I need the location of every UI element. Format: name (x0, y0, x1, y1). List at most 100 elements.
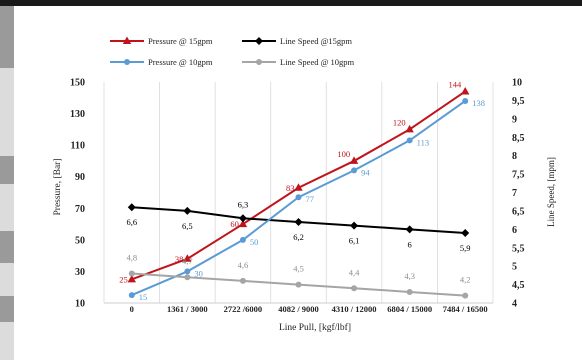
triangle-point-marker (183, 254, 192, 262)
series-group: 15 30 50 77 94 113 138 (128, 97, 485, 302)
data-label: 113 (417, 137, 429, 147)
y2-tick-label: 5,5 (512, 243, 525, 254)
circle-point-marker (124, 59, 130, 65)
circle-point-marker (239, 277, 246, 284)
series-group: 4,8 4,7 4,6 4,5 4,4 4,3 4,2 (126, 253, 471, 299)
y2-tick-label: 9 (512, 114, 517, 125)
data-label: 4,7 (182, 256, 193, 266)
circle-point-marker (128, 270, 135, 277)
x-tick-label: 4310 / 12000 (332, 304, 377, 314)
x-axis-label: Line Pull, [kgf/lbf] (279, 322, 351, 333)
data-label: 5,9 (460, 243, 471, 253)
triangle-point-marker (294, 183, 303, 191)
legend: Pressure @ 15gpm Line Speed @15gpm Pressur… (110, 36, 355, 67)
triangle-point-marker (238, 219, 248, 228)
triangle-point-marker (461, 86, 470, 95)
chart-panel: 10 30 50 70 90 110 130 150 4 4,5 5 5,5 6 6,5 7 7,5 8 8,5 9… (14, 6, 582, 360)
y2-tick-label: 9,5 (512, 96, 525, 107)
diamond-point-marker (238, 214, 247, 223)
diamond-point-marker (461, 229, 470, 238)
line-chart: 103050709011013015044,555,566,577,588,59… (53, 36, 556, 333)
y2-tick-label: 7 (512, 188, 517, 199)
y2-tick-label: 10 (512, 78, 522, 89)
x-tick-label: 2722 /6000 (224, 304, 263, 314)
diamond-point-marker (405, 225, 414, 234)
data-label: 144 (448, 79, 462, 89)
circle-point-marker (295, 194, 302, 201)
circle-point-marker (462, 292, 469, 299)
data-label: 4,3 (404, 271, 415, 281)
series-group: 25 38 60 83 100 120 144 (119, 79, 470, 284)
data-label: 6,3 (238, 199, 249, 209)
left-strip-block (0, 231, 14, 263)
data-label: 15 (139, 292, 148, 302)
data-label: 4,8 (126, 253, 137, 263)
legend-label: Pressure @ 15gpm (148, 36, 213, 46)
circle-point-marker (128, 292, 135, 299)
data-label: 100 (337, 149, 350, 159)
y2-tick-label: 7,5 (512, 170, 525, 181)
x-tick-label: 6804 / 15000 (387, 304, 432, 314)
series-group: 6,6 6,5 6,3 6,2 6,1 6 5,9 (126, 199, 470, 253)
circle-point-marker (239, 236, 246, 243)
legend-label: Line Speed @15gpm (280, 36, 352, 46)
circle-point-marker (184, 268, 191, 275)
data-label: 6,6 (126, 217, 137, 227)
y2-tick-label: 4,5 (512, 280, 525, 291)
triangle-point-marker (349, 156, 359, 164)
y-tick-label: 10 (75, 299, 85, 310)
y-tick-label: 30 (75, 267, 85, 278)
triangle-point-marker (405, 124, 414, 133)
data-label: 94 (361, 167, 370, 177)
gridlines (103, 82, 494, 303)
data-label: 120 (393, 117, 406, 127)
circle-point-marker (295, 281, 302, 288)
data-label: 138 (472, 98, 485, 108)
circle-point-marker (184, 274, 191, 281)
data-label: 38 (175, 254, 184, 264)
y-axis-label: Pressure, [Bar] (53, 159, 63, 216)
data-label: 6,1 (349, 236, 360, 246)
diamond-point-marker (350, 221, 359, 230)
data-label: 4,6 (238, 260, 249, 270)
data-label: 25 (119, 274, 128, 284)
circle-point-marker (351, 167, 358, 174)
y2-axis-label: Line Speed, [mpm] (546, 157, 556, 227)
diamond-point-marker (183, 206, 192, 215)
circle-point-marker (406, 288, 413, 295)
legend-item: Line Speed @15gpm (242, 36, 352, 46)
x-tick-label: 0 (130, 304, 134, 314)
diamond-point-marker (294, 217, 303, 226)
data-label: 4,5 (293, 264, 304, 274)
legend-item: Line Speed @ 10gpm (242, 57, 355, 67)
triangle-point-marker (127, 274, 136, 283)
data-label: 6,2 (293, 232, 304, 242)
x-tick-label: 1361 / 3000 (167, 304, 208, 314)
axes: 103050709011013015044,555,566,577,588,59… (70, 78, 525, 315)
data-label: 50 (250, 237, 259, 247)
y2-tick-label: 8 (512, 151, 517, 162)
left-panel-strip (0, 6, 14, 360)
y2-tick-label: 6,5 (512, 206, 525, 217)
circle-point-marker (256, 59, 262, 65)
y-tick-label: 70 (75, 204, 85, 215)
circle-point-marker (462, 97, 469, 104)
y-tick-label: 130 (70, 109, 85, 120)
circle-point-marker (406, 137, 413, 144)
x-tick-label: 4082 / 9000 (278, 304, 319, 314)
data-label: 77 (306, 194, 315, 204)
legend-label: Line Speed @ 10gpm (280, 57, 355, 67)
series-lines: 25 38 60 83 100 120 144 6,6 6,5 6,3 6,2 6,1 6 5,9 15 30… (119, 79, 485, 302)
data-label: 4,2 (460, 275, 471, 285)
data-label: 30 (194, 268, 203, 278)
circle-point-marker (351, 285, 358, 292)
data-label: 83 (286, 183, 295, 193)
x-tick-label: 7484 / 16500 (443, 304, 488, 314)
data-label: 4,4 (349, 267, 360, 277)
y2-tick-label: 8,5 (512, 133, 525, 144)
y2-tick-label: 5 (512, 262, 517, 273)
y-tick-label: 90 (75, 172, 85, 183)
y-tick-label: 150 (70, 78, 85, 89)
legend-item: Pressure @ 15gpm (110, 36, 213, 46)
y2-tick-label: 6 (512, 225, 517, 236)
